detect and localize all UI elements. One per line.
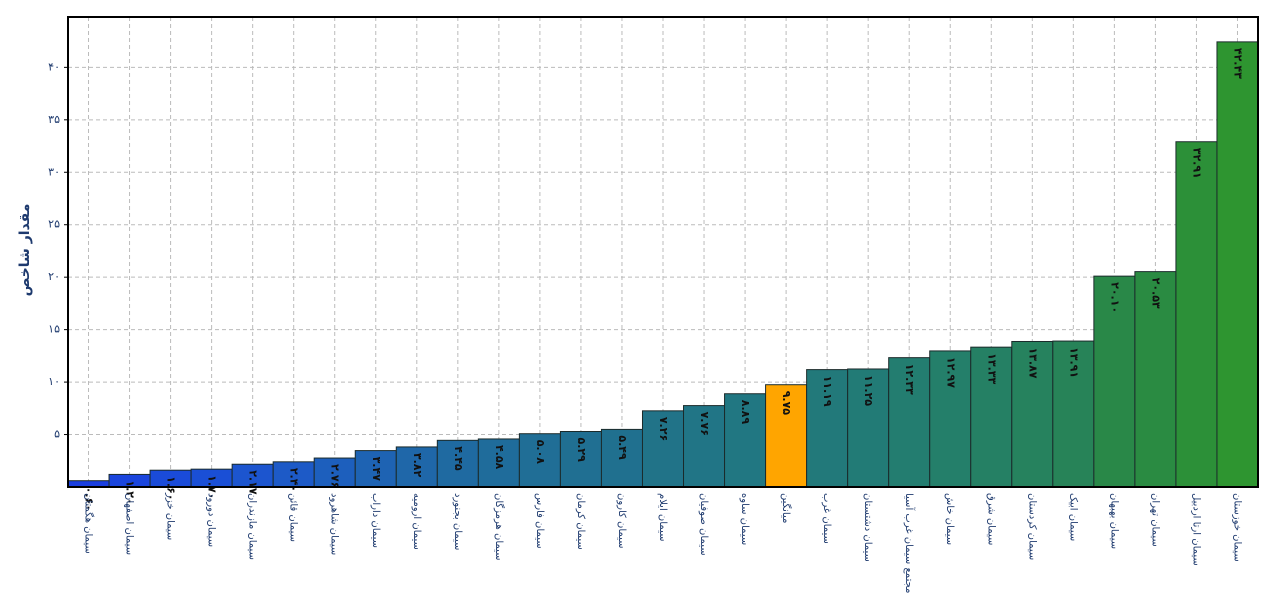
- value-label: ۲.۱۷: [247, 470, 260, 495]
- value-label: ۱۳.۹۱: [1067, 347, 1080, 378]
- value-label: ۷.۷۶: [698, 412, 711, 436]
- x-tick-label: سیمان داراب: [370, 493, 381, 548]
- bar: [929, 350, 972, 488]
- value-label: ۵.۰۸: [534, 440, 547, 465]
- x-tick-label: سیمان خزر: [165, 492, 176, 540]
- value-label: ۱۲.۹۷: [944, 357, 957, 388]
- x-tick-label: سیمان اصفهان: [124, 493, 135, 555]
- value-label: ۲.۴۰: [288, 468, 301, 492]
- bar: [641, 410, 685, 488]
- y-tick-label: ۳۰: [48, 165, 60, 178]
- x-tick-label: سیمان هگمتان: [83, 493, 95, 554]
- x-tick-label: سیمان کردستان: [1026, 493, 1037, 560]
- value-label: ۵.۲۹: [575, 438, 588, 463]
- plot-frame: [67, 16, 1259, 488]
- x-tick-label: سیمان هرمزگان: [493, 493, 505, 561]
- bar: [724, 393, 767, 488]
- x-tick-label: سیمان قائن: [288, 493, 299, 542]
- x-tick-label: سیمان ارتا اردبیل: [1190, 493, 1201, 566]
- y-tick-label: ۱۰: [48, 375, 60, 388]
- x-tick-label: سیمان ابیک: [1067, 493, 1078, 541]
- y-tick-label: ۵: [54, 428, 60, 441]
- y-tick-label: ۲۰: [48, 270, 60, 283]
- bar: [1093, 275, 1136, 488]
- bar: [1216, 41, 1259, 488]
- x-tick-label: سیمان شرق: [985, 493, 996, 545]
- x-tick-label: سیمان مازندران: [247, 493, 258, 560]
- bar: [600, 428, 643, 488]
- bar: [970, 346, 1013, 488]
- value-label: ۳۲.۹۱: [1190, 148, 1203, 179]
- value-label: ۲۰.۵۳: [1149, 278, 1162, 309]
- y-tick-label: ۴۰: [48, 60, 60, 73]
- bar: [1011, 340, 1054, 488]
- x-tick-label: سیمان فارس: [534, 493, 545, 549]
- bar: [559, 431, 602, 488]
- y-tick-label: ۲۵: [48, 218, 60, 231]
- x-tick-label: سیمان غرب: [821, 493, 832, 544]
- value-label: ۹.۷۵: [780, 391, 793, 416]
- value-label: ۴.۵۸: [493, 445, 506, 470]
- x-tick-label: سیمان کرمان: [575, 493, 586, 550]
- bar: [847, 368, 890, 488]
- value-label: ۷.۲۶: [657, 417, 670, 441]
- value-label: ۰.۶۰: [83, 487, 96, 511]
- y-tick-label: ۱۵: [48, 323, 60, 336]
- value-label: ۴۲.۴۳: [1231, 48, 1244, 79]
- value-label: ۱۱.۱۹: [821, 376, 834, 407]
- x-tick-label: سیمان صوفیان: [698, 493, 709, 556]
- value-label: ۸.۸۹: [739, 400, 752, 425]
- value-label: ۵.۴۹: [616, 435, 629, 460]
- y-axis-label: مقدار شاخص: [17, 204, 33, 297]
- bar: [518, 433, 561, 488]
- value-label: ۲.۷۶: [329, 464, 342, 488]
- value-label: ۴.۴۵: [452, 446, 465, 471]
- x-tick-label: سیمان شاهرود: [329, 493, 340, 555]
- bar: [683, 405, 726, 488]
- bar: [1175, 141, 1218, 488]
- x-tick-label: سیمان ارومیه: [411, 493, 422, 550]
- value-label: ۳.۴۷: [370, 457, 383, 482]
- value-label: ۱۳.۳۳: [985, 353, 998, 384]
- bar: [313, 457, 356, 488]
- x-tick-label: سیمان بهبهان: [1108, 493, 1119, 549]
- value-label: ۱۱.۲۵: [862, 375, 875, 406]
- x-tick-label: سیمان ساوه: [739, 493, 750, 545]
- value-label: ۱۲.۳۳: [903, 364, 916, 395]
- x-tick-label: سیمان کارون: [616, 493, 627, 549]
- value-label: ۳.۸۲: [411, 453, 424, 478]
- y-tick-label: ۳۵: [48, 113, 60, 126]
- bar: [395, 446, 438, 488]
- x-tick-label: سیمان خوزستان: [1231, 493, 1242, 562]
- bar: [765, 384, 808, 488]
- value-label: ۱.۶۰: [165, 476, 178, 500]
- x-tick-label: مجتمع سیمان غرب آسیا: [903, 493, 916, 593]
- x-tick-label: سیمان دورود: [206, 493, 217, 547]
- x-tick-label: سیمان ایلام: [657, 493, 668, 541]
- bar: [477, 438, 520, 488]
- x-tick-label: سیمان دشتستان: [862, 493, 873, 562]
- value-label: ۲۰.۱۰: [1108, 282, 1121, 313]
- x-tick-label: سیمان تهران: [1149, 493, 1160, 547]
- x-tick-label: سیمان بجنورد: [452, 493, 463, 550]
- x-tick-label: میانگین: [780, 493, 792, 523]
- value-label: ۱۳.۸۷: [1026, 347, 1039, 378]
- x-tick-label: سیمان خاش: [944, 493, 955, 545]
